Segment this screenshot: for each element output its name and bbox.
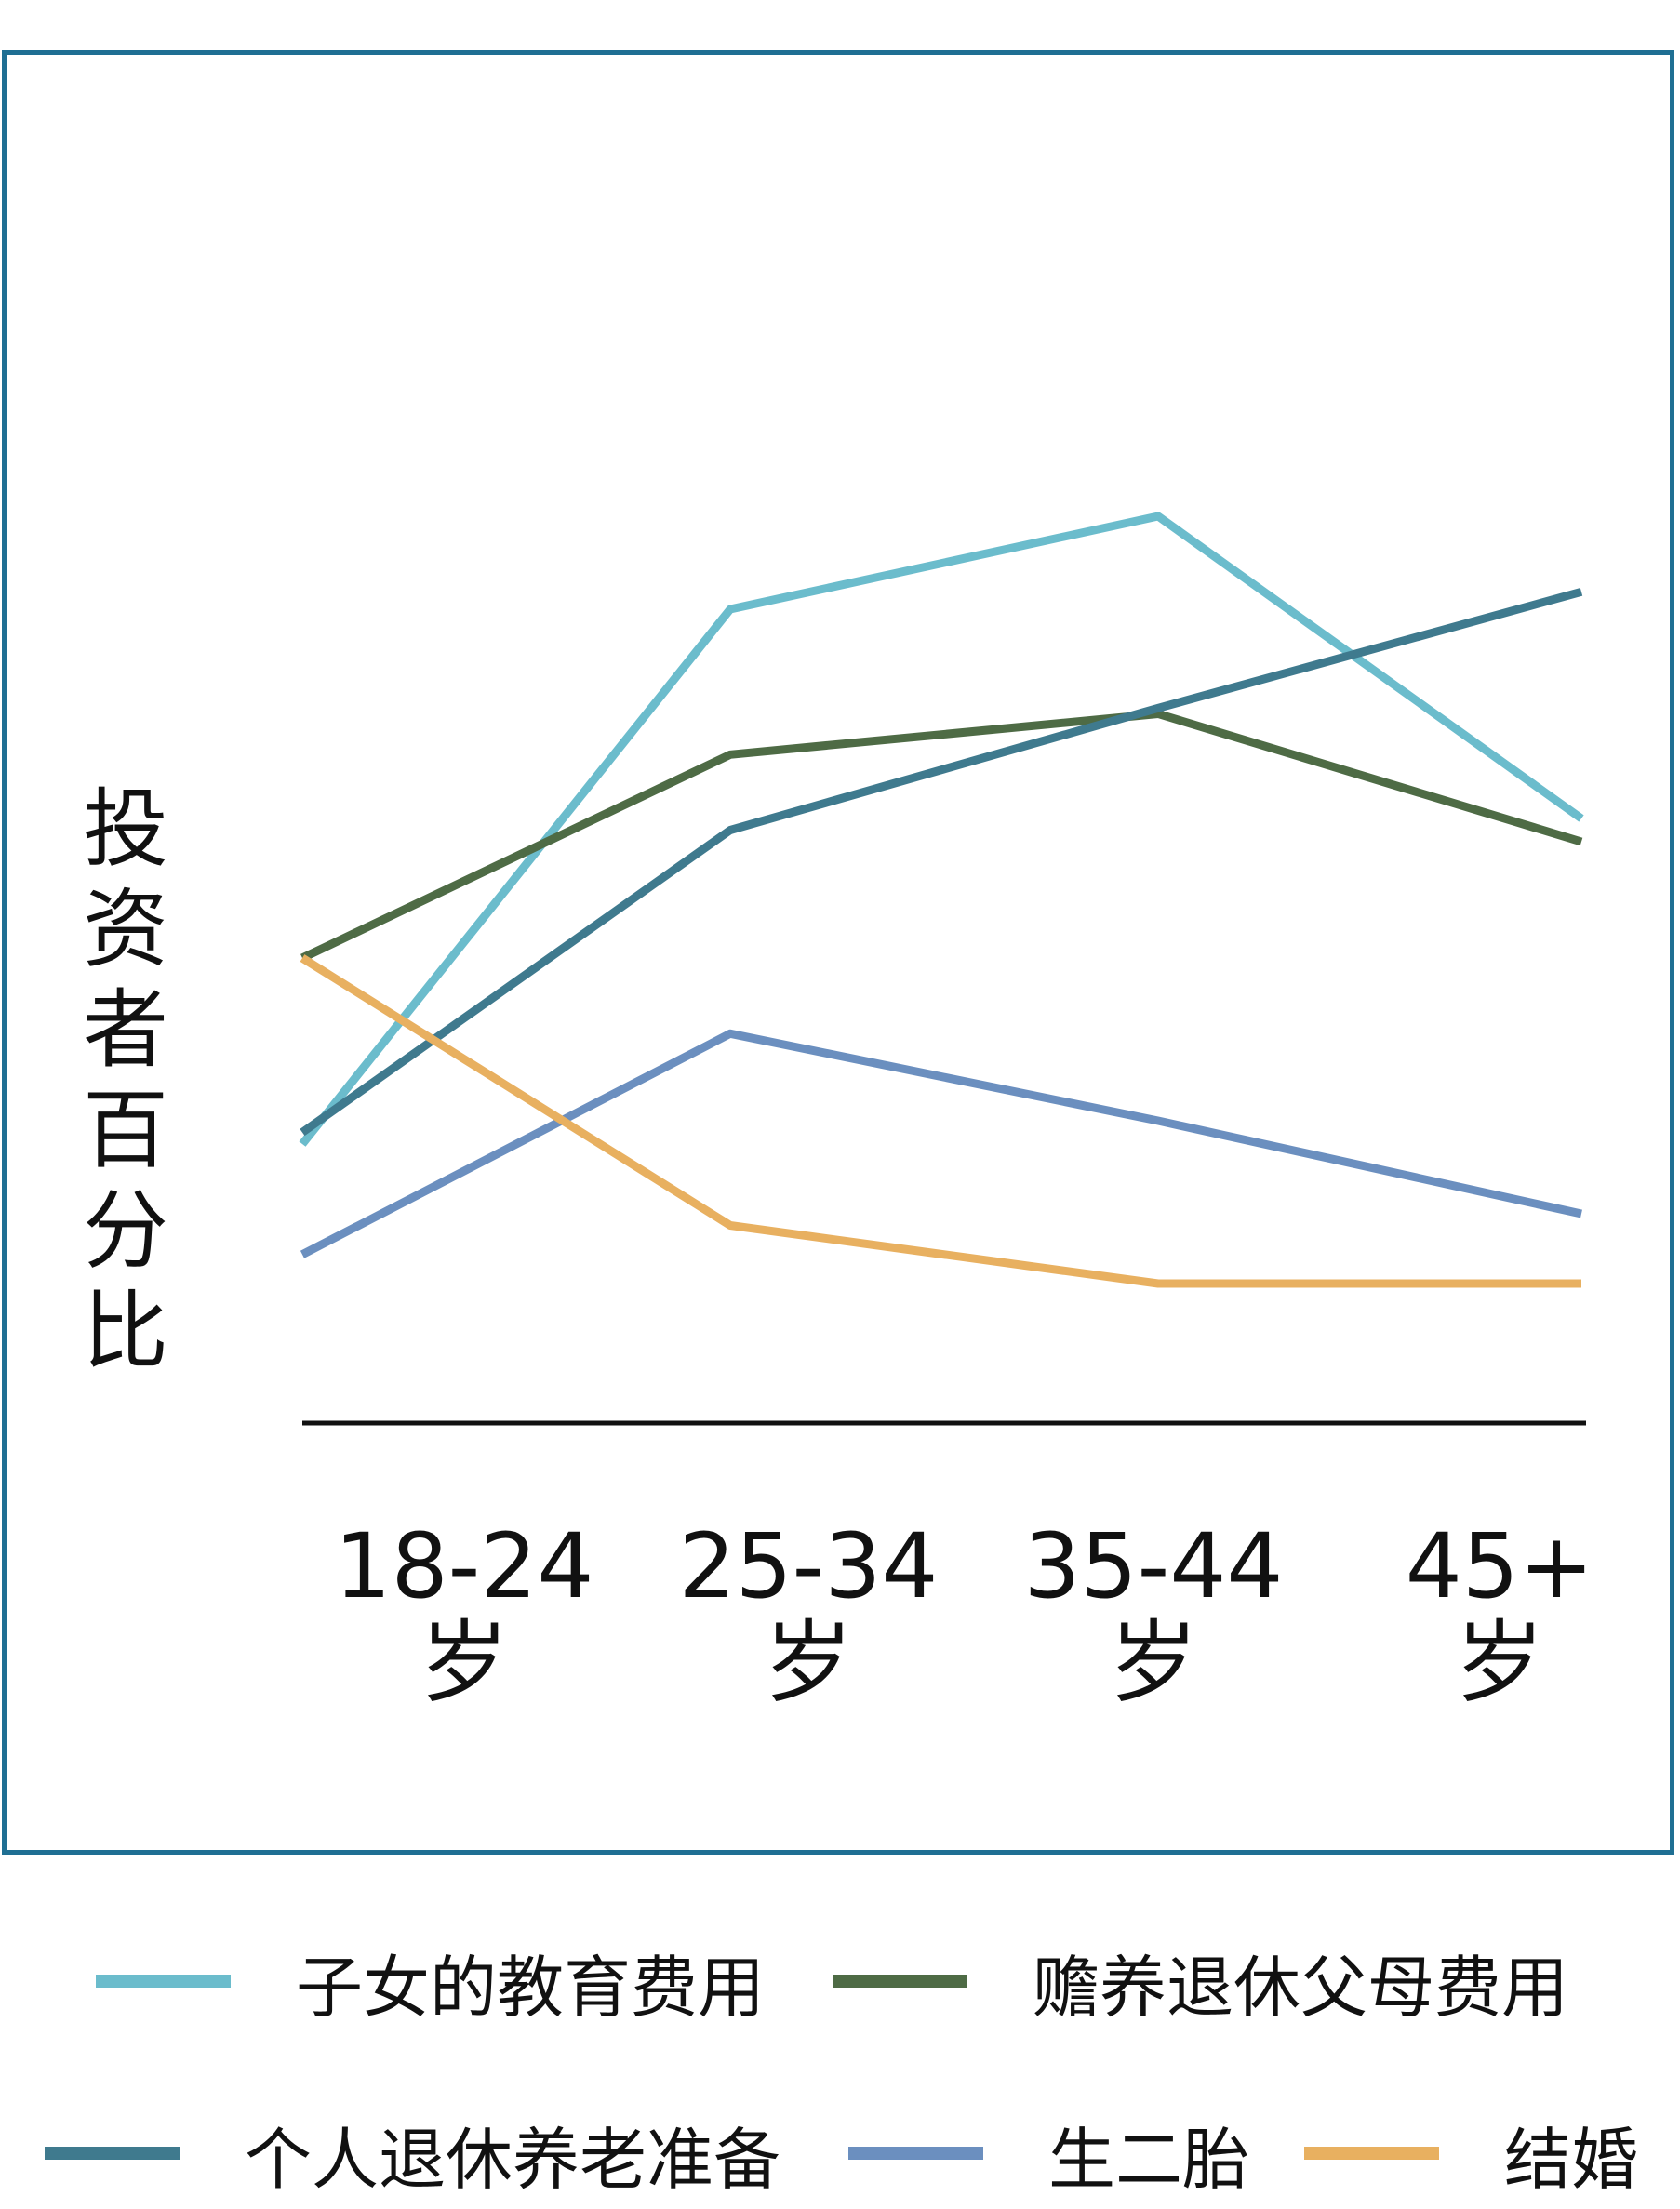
- legend-swatch: [96, 1975, 231, 1988]
- legend-label: 结婚: [1504, 2120, 1639, 2199]
- legend-swatch: [45, 2147, 180, 2160]
- legend-item: 结婚: [1304, 2097, 1638, 2209]
- series-lines: [299, 512, 1584, 1288]
- legend-label: 子女的教育费用: [296, 1948, 766, 2027]
- legend-label: 生二胎: [1048, 2120, 1250, 2199]
- legend-swatch: [1304, 2147, 1439, 2160]
- series-line: [299, 512, 1584, 1147]
- x-tick-label: 25-34 岁: [678, 1514, 939, 1715]
- legend-label: 个人退休养老准备: [245, 2120, 781, 2199]
- series-line: [300, 954, 1581, 1288]
- legend-swatch: [833, 1975, 967, 1988]
- x-tick-label: 18-24 岁: [334, 1514, 594, 1715]
- legend-item: 生二胎: [848, 2097, 1249, 2209]
- legend-item: 赡养退休父母费用: [833, 1925, 1568, 2037]
- x-tick-label: 35-44 岁: [1023, 1514, 1284, 1715]
- y-axis-title: 投资者百分比: [82, 779, 168, 1381]
- legend-item: 个人退休养老准备: [45, 2097, 780, 2209]
- series-line: [300, 1029, 1582, 1258]
- legend-label: 赡养退休父母费用: [1033, 1948, 1569, 2027]
- series-line: [300, 710, 1583, 963]
- legend-item: 子女的教育费用: [96, 1925, 765, 2037]
- legend-swatch: [848, 2147, 983, 2160]
- chart-frame: [2, 50, 1674, 1855]
- series-line: [300, 587, 1583, 1137]
- x-tick-label: 45+ 岁: [1405, 1514, 1594, 1715]
